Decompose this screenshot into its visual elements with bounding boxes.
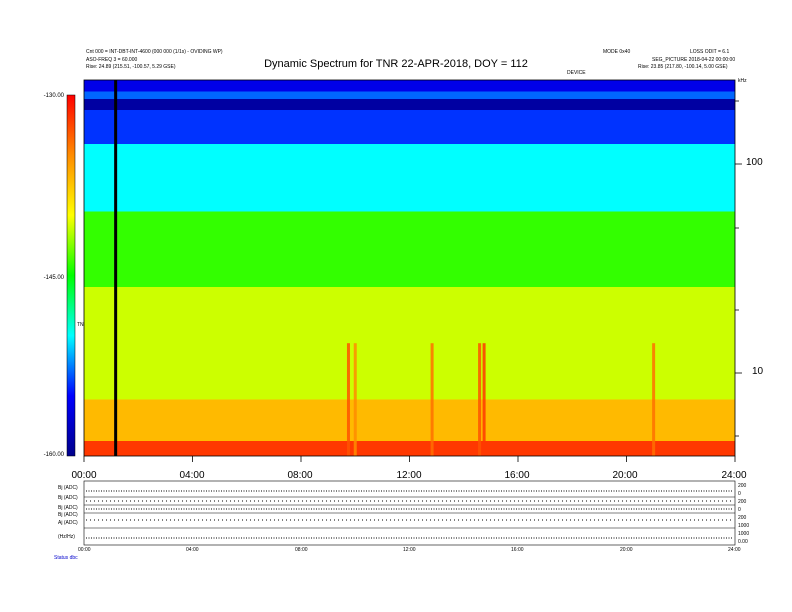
burst-mark xyxy=(353,343,357,456)
x-tick-label: 04:00 xyxy=(179,470,205,481)
lower-right-label: 1000 xyxy=(738,531,750,537)
x-tick-label: 08:00 xyxy=(287,470,313,481)
x-tick-label: 16:00 xyxy=(504,470,530,481)
chart-title: Dynamic Spectrum for TNR 22-APR-2018, DO… xyxy=(264,58,528,70)
bursts-group xyxy=(346,343,656,456)
lower-right-label: 0 xyxy=(738,491,741,497)
lower-right-label: 200 xyxy=(738,483,747,489)
header-right-a: MODE 0x40 xyxy=(603,49,631,55)
colorbar-label: TNR xyxy=(77,322,88,328)
header-left-line1: Cnt 000 = INT-DBT-INT-4600 (000 000 (1/1… xyxy=(86,49,223,55)
lower-x-tick-label: 04:00 xyxy=(186,547,199,553)
lower-right-label: 200 xyxy=(738,515,747,521)
lower-row-label: Bj (ADC) xyxy=(58,495,78,501)
lower-x-tick-label: 20:00 xyxy=(620,547,633,553)
lower-x-tick-label: 08:00 xyxy=(295,547,308,553)
burst-mark xyxy=(652,343,656,456)
header-right-line3: Rise: 23.85 (217.80, -100.14, 5.00 GSE) xyxy=(638,64,728,70)
colorbar-tick-label: -145.00 xyxy=(43,275,64,281)
colorbar-tick-label: -160.00 xyxy=(43,452,64,458)
x-tick-label: 00:00 xyxy=(71,470,97,481)
header-left-line3: Rise: 24.89 (215.51, -100.57, 5.29 GSE) xyxy=(86,64,176,70)
lower-panel xyxy=(83,480,736,546)
header-center-small: DEVICE xyxy=(567,70,586,76)
colorbar-tick-label: -130.00 xyxy=(43,93,64,99)
x-tick-label: 12:00 xyxy=(396,470,422,481)
header-left-line2: ASO-FREQ 3 = 60.000 xyxy=(86,57,138,63)
x-axis-ticks xyxy=(83,456,736,462)
lower-right-label: 1000 xyxy=(738,523,750,529)
lower-x-tick-label: 16:00 xyxy=(511,547,524,553)
lower-row-label: Bj (ADC) xyxy=(58,485,78,491)
lower-row-label: Aj (ADC) xyxy=(58,520,78,526)
lower-x-tick-label: 00:00 xyxy=(78,547,91,553)
burst-mark xyxy=(478,343,482,456)
burst-mark xyxy=(430,343,434,456)
lower-right-label: 200 xyxy=(738,499,747,505)
lower-row-label: Bj (ADC) xyxy=(58,512,78,518)
header-right-b: LOSS ODIT = 6.1 xyxy=(690,49,730,55)
x-tick-label: 20:00 xyxy=(612,470,638,481)
lower-x-tick-label: 12:00 xyxy=(403,547,416,553)
x-tick-label: 24:00 xyxy=(721,470,747,481)
right-axis-ticks xyxy=(735,100,742,437)
lower-x-tick-label: 24:00 xyxy=(728,547,741,553)
colorbar xyxy=(66,94,76,457)
lower-right-label: 0.00 xyxy=(738,539,748,545)
spectrum-area xyxy=(84,80,735,456)
header-right-unit: kHz xyxy=(738,78,747,84)
footer-status-label: Status dbc xyxy=(54,555,78,561)
lower-panel-traces xyxy=(86,490,733,539)
burst-mark xyxy=(482,343,486,456)
header-right-line2: SEG_PICTURE 2018-04-22 00:00:00 xyxy=(652,57,736,63)
lower-row-label: Bj (ADC) xyxy=(58,505,78,511)
lower-row-label: (Hz/Hz) xyxy=(58,534,75,540)
burst-mark xyxy=(346,343,350,456)
lower-right-label: 0 xyxy=(738,507,741,513)
y-right-tick-label: 100 xyxy=(746,157,763,168)
y-right-tick-label: 10 xyxy=(752,366,764,377)
